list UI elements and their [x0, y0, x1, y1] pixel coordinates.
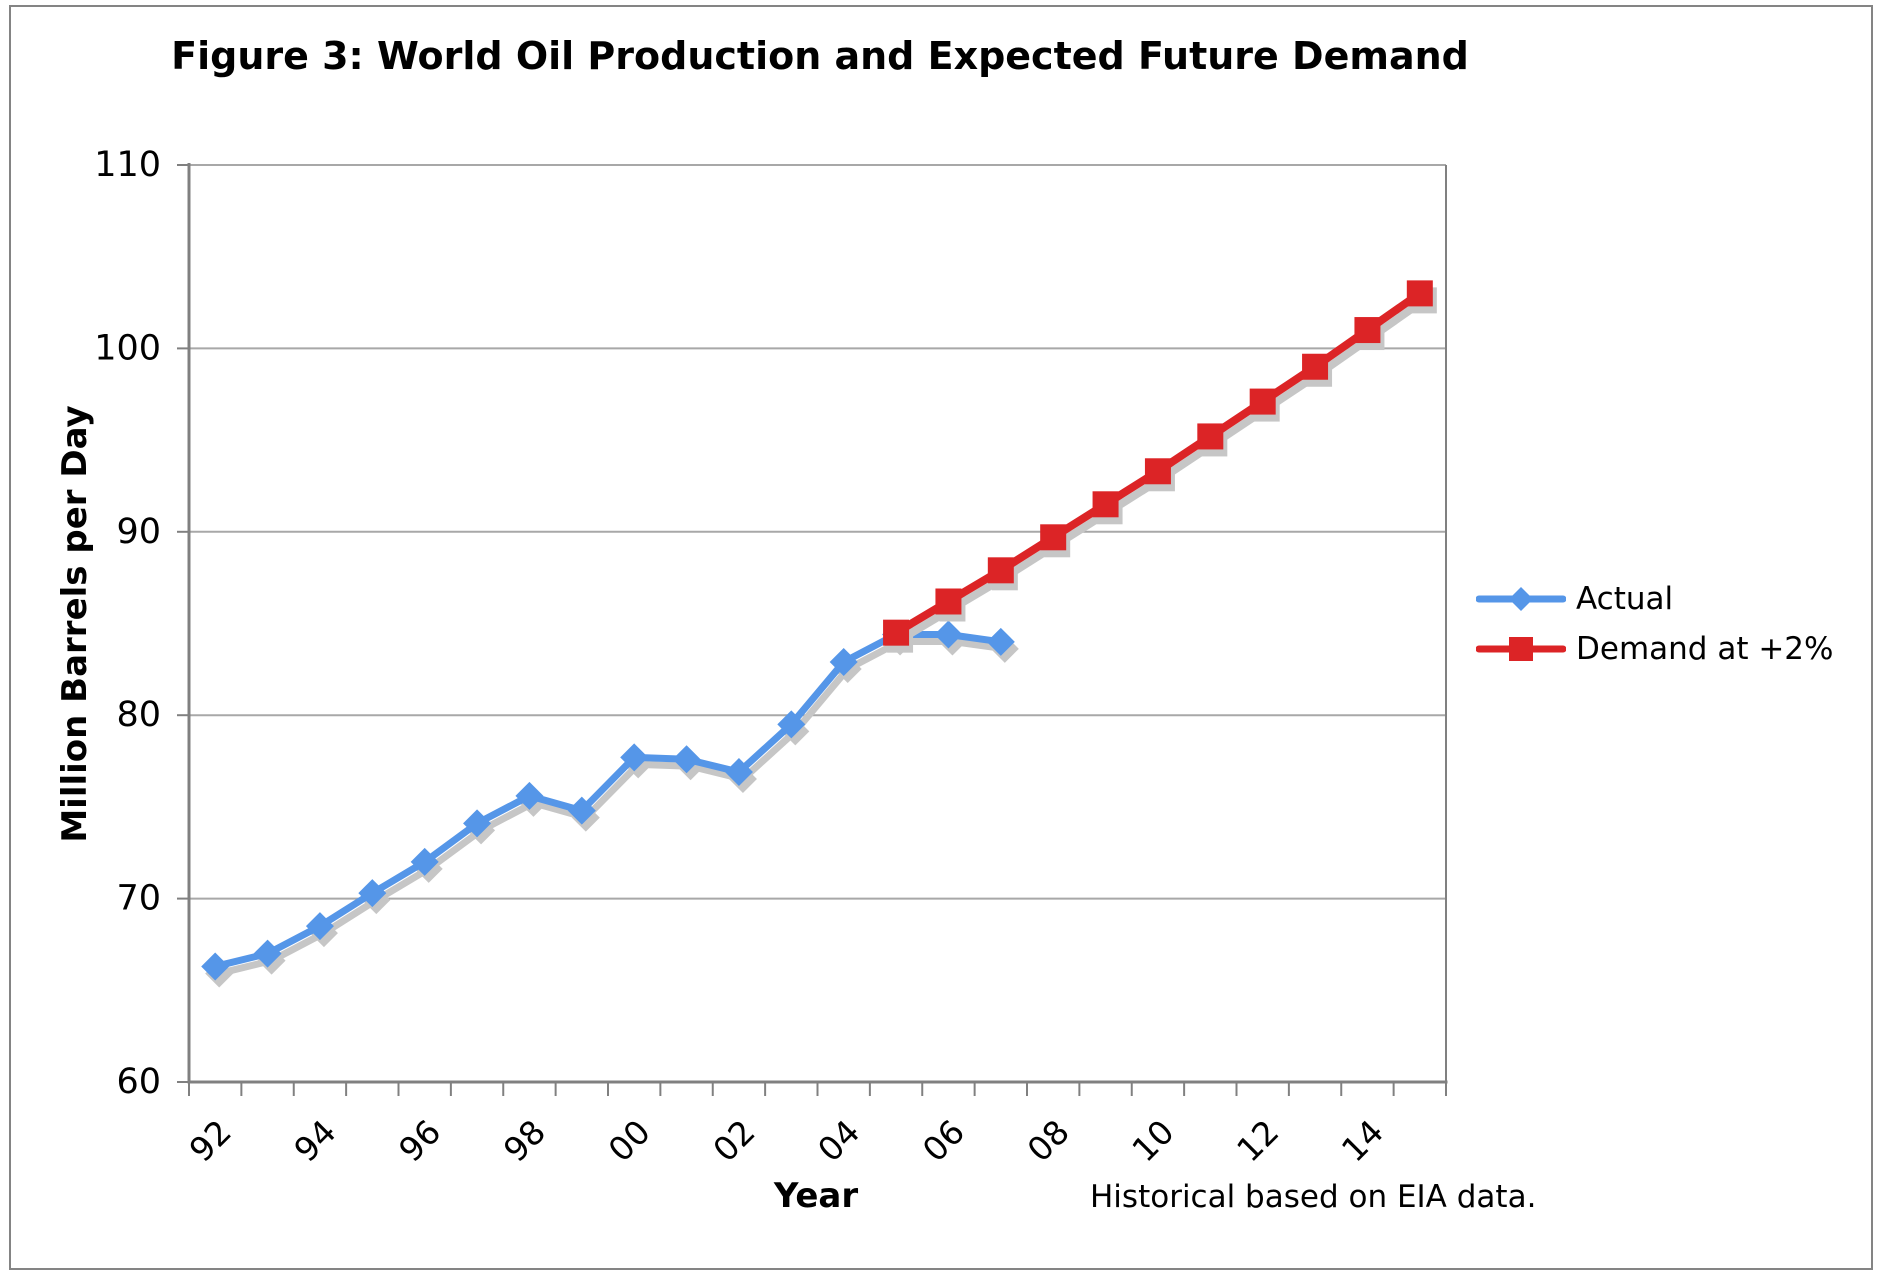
x-tick-label-94: 94 [286, 1112, 343, 1169]
x-tick-label-96: 96 [391, 1112, 448, 1169]
data-point-demand [1197, 423, 1224, 450]
data-point-demand [1249, 388, 1276, 415]
data-point-actual [777, 710, 806, 739]
data-point-demand [1354, 317, 1381, 344]
data-point-actual [201, 952, 230, 981]
x-axis-title: Year [773, 1176, 859, 1216]
legend-swatch-svg [1475, 587, 1567, 611]
legend-item-demand: Demand at +2% [1475, 624, 1834, 674]
data-point-actual [410, 847, 439, 876]
legend-item-actual: Actual [1475, 574, 1833, 624]
y-tick-label-60: 60 [116, 1062, 161, 1102]
data-point-actual [515, 781, 544, 810]
data-point-actual [829, 648, 858, 677]
x-tick-label-10: 10 [1124, 1112, 1181, 1169]
legend-swatch-shape [1509, 587, 1533, 611]
data-point-demand [987, 557, 1014, 584]
y-tick-label-90: 90 [116, 512, 161, 552]
x-tick-label-14: 14 [1334, 1112, 1391, 1169]
series-line-actual [211, 631, 1005, 970]
legend-label-demand: Demand at +2% [1576, 631, 1834, 667]
data-point-demand [1302, 353, 1329, 380]
y-tick-label-80: 80 [116, 695, 161, 735]
data-point-demand [1406, 280, 1433, 307]
legend-label-actual: Actual [1576, 581, 1674, 617]
chart-note: Historical based on EIA data. [1090, 1179, 1537, 1215]
data-point-demand [1092, 491, 1119, 518]
data-point-actual [986, 627, 1015, 656]
y-tick-label-100: 100 [94, 328, 161, 368]
data-point-actual [463, 809, 492, 838]
series-demand [883, 280, 1437, 653]
x-tick-label-92: 92 [182, 1112, 239, 1169]
x-tick-label-98: 98 [496, 1112, 553, 1169]
legend-swatch-svg [1475, 637, 1567, 661]
series-actual [201, 620, 1019, 988]
series-shadow-actual [215, 638, 1009, 977]
legend-swatch-shape [1509, 637, 1533, 661]
y-axis-title: Million Barrels per Day [55, 405, 95, 843]
data-point-actual [934, 620, 963, 649]
x-tick-label-08: 08 [1020, 1112, 1077, 1169]
x-tick-label-04: 04 [810, 1112, 867, 1169]
data-point-demand [935, 588, 962, 615]
x-tick-label-06: 06 [915, 1112, 972, 1169]
data-point-actual [672, 745, 701, 774]
legend: Actual Demand at +2% [1475, 574, 1834, 674]
data-point-demand [1144, 458, 1171, 485]
data-point-actual [724, 758, 753, 787]
x-tick-label-02: 02 [705, 1112, 762, 1169]
data-point-demand [883, 619, 910, 646]
data-point-actual [358, 879, 387, 908]
data-point-actual [567, 796, 596, 825]
data-point-actual [253, 939, 282, 968]
x-tick-label-12: 12 [1229, 1112, 1286, 1169]
x-tick-label-00: 00 [601, 1112, 658, 1169]
data-point-demand [1040, 524, 1067, 551]
data-point-actual [620, 743, 649, 772]
demand-series-marker-icon [1475, 629, 1567, 669]
y-tick-label-110: 110 [94, 145, 161, 185]
data-point-actual [305, 912, 334, 941]
y-tick-label-70: 70 [116, 879, 161, 919]
actual-series-marker-icon [1475, 579, 1567, 619]
chart-title: Figure 3: World Oil Production and Expec… [171, 34, 1469, 78]
